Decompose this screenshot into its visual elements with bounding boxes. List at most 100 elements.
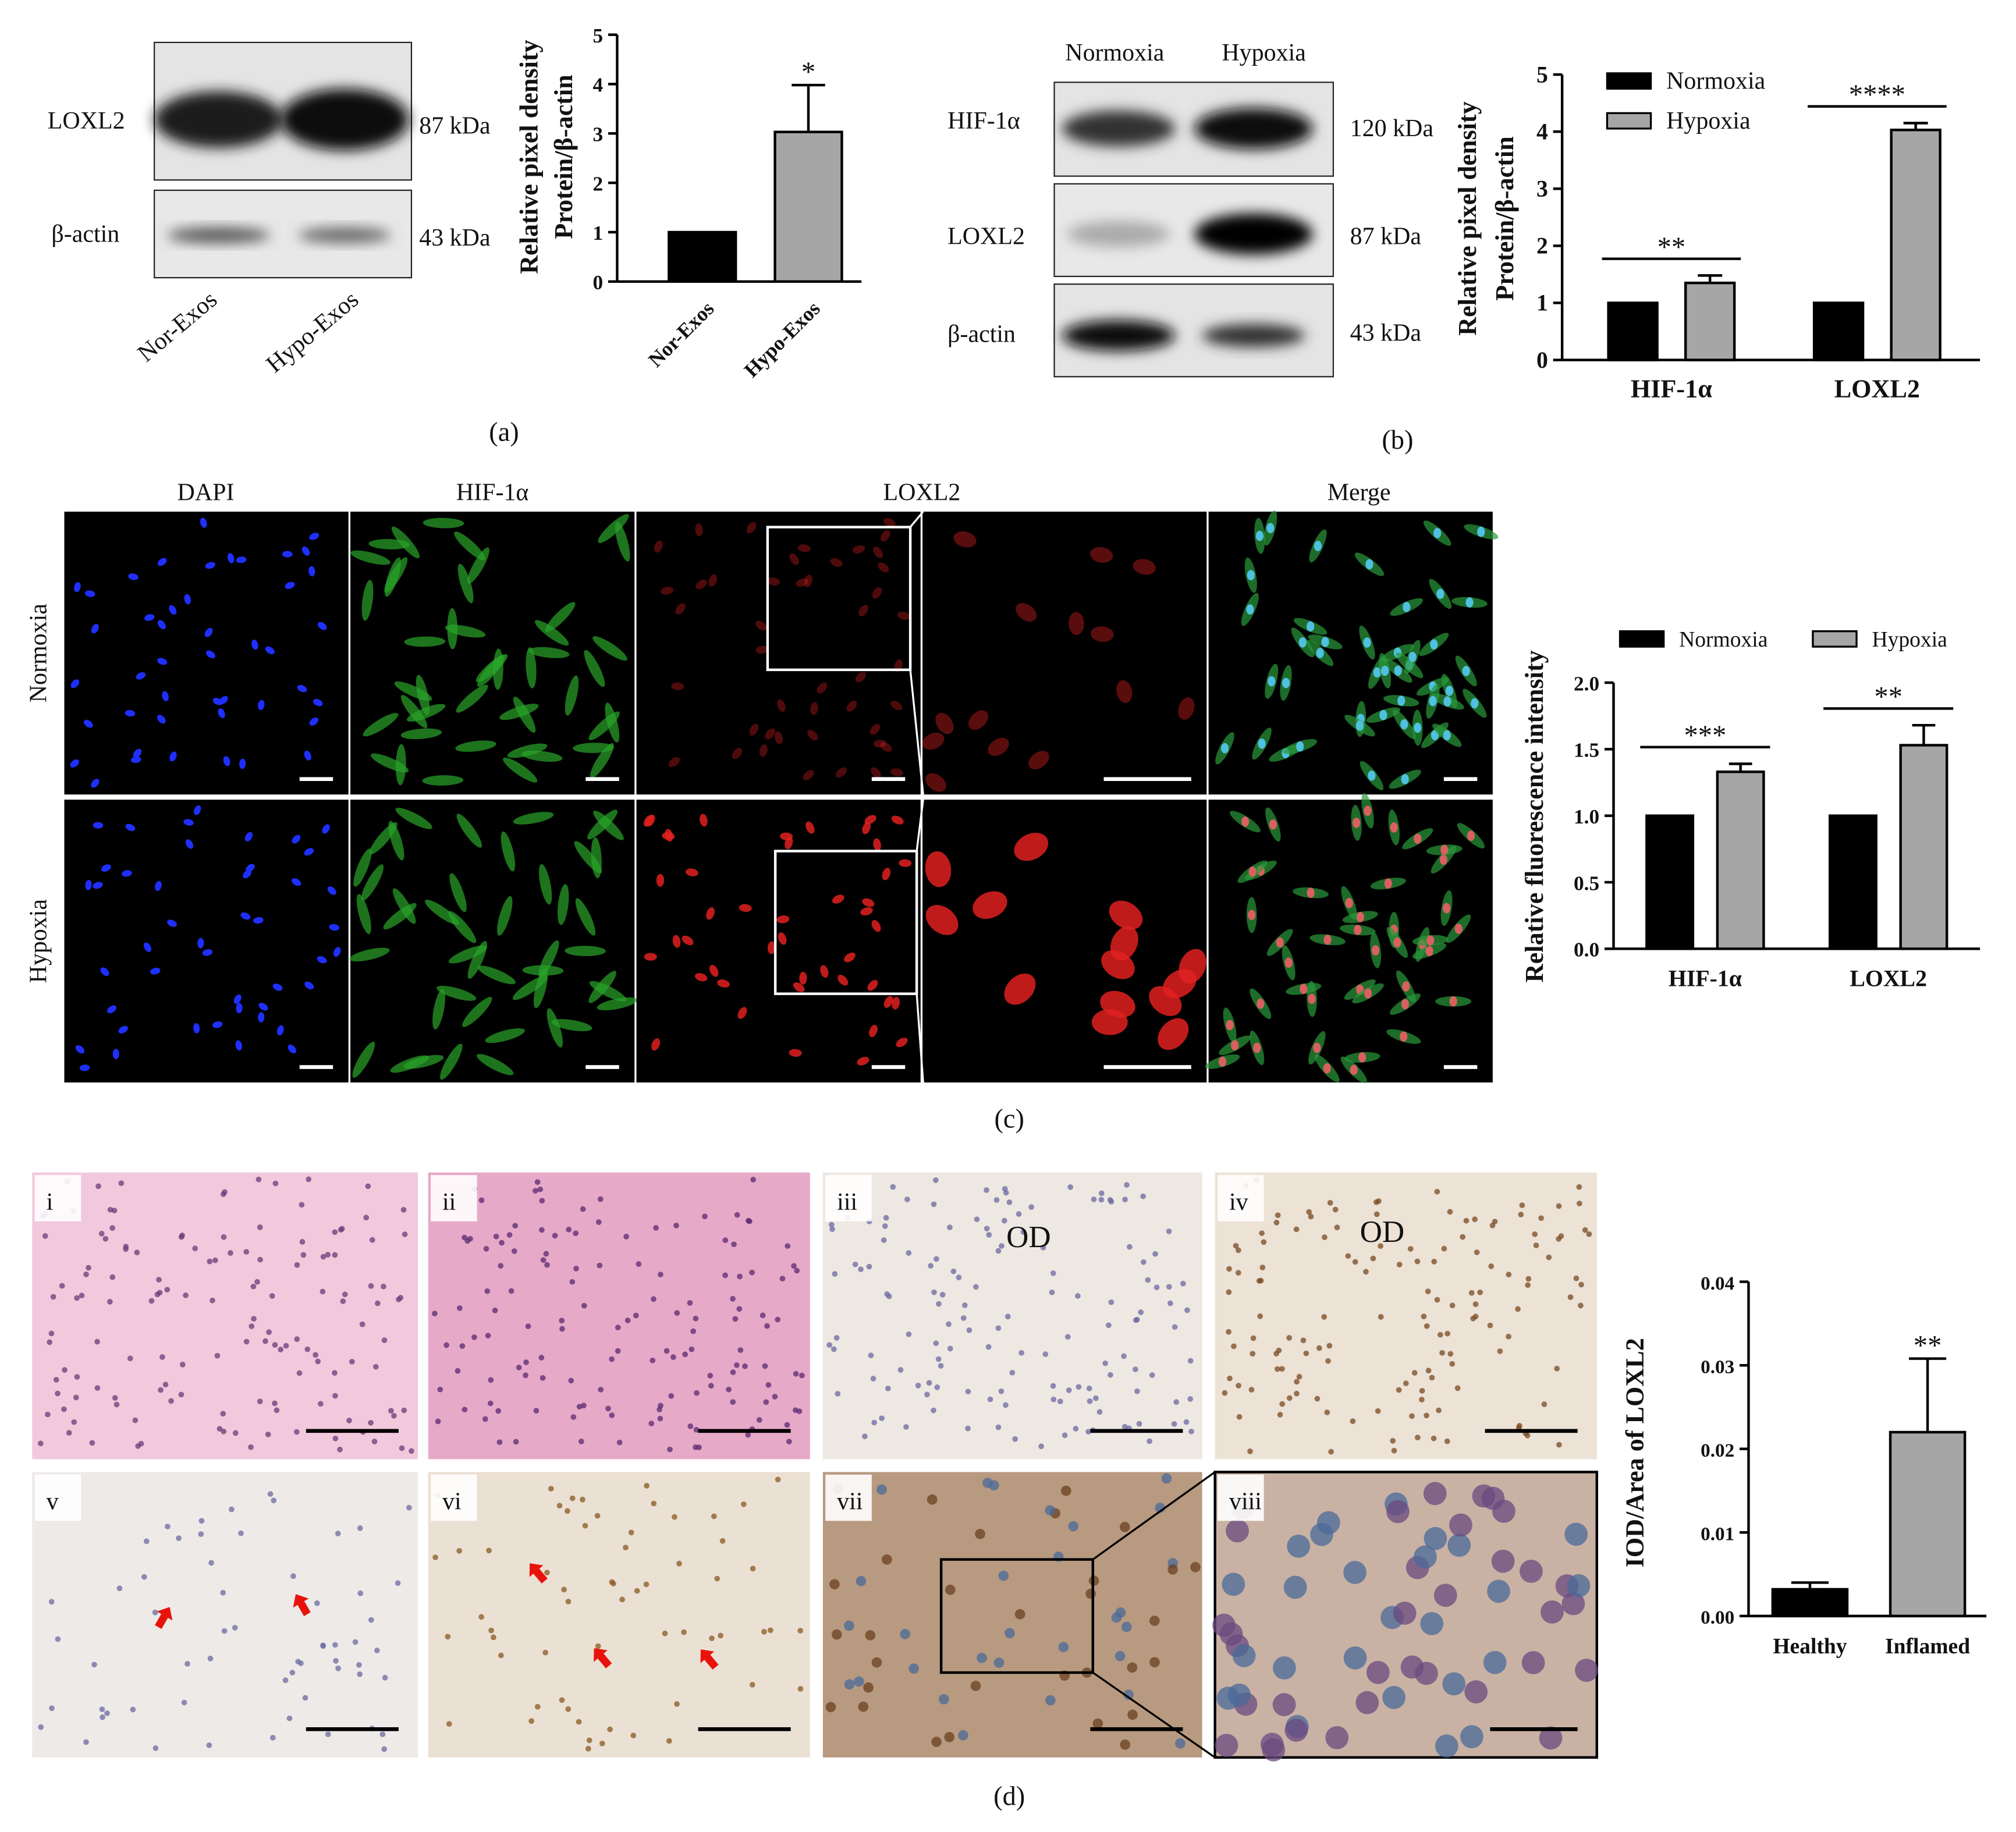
cell: [1403, 1380, 1409, 1386]
cell: [1434, 1188, 1440, 1195]
cell: [533, 1188, 538, 1194]
cell: [1273, 1219, 1280, 1226]
cell: [1087, 1398, 1093, 1404]
nucleus: [1282, 677, 1290, 688]
cell: [611, 1581, 616, 1587]
cell: [796, 1408, 803, 1414]
nucleus: [240, 912, 251, 920]
blot-row-label: LOXL2: [947, 223, 1025, 250]
cell: [395, 1580, 401, 1586]
nucleus: [308, 566, 315, 577]
cell: [833, 1334, 840, 1341]
cell: [651, 1296, 656, 1302]
nucleus: [1218, 1056, 1227, 1067]
y-tick-label: 0.02: [1701, 1440, 1734, 1461]
cell: [668, 757, 680, 767]
cell: [975, 1529, 985, 1539]
cell: [854, 1676, 864, 1687]
cell: [1582, 1227, 1588, 1233]
nucleus: [101, 864, 111, 872]
cell: [988, 737, 1009, 756]
cell: [767, 1627, 773, 1634]
cell: [775, 1476, 781, 1483]
nucleus: [1408, 652, 1417, 662]
cell: [707, 1372, 714, 1379]
cell: [325, 1252, 331, 1258]
cell: [1012, 1436, 1018, 1442]
nucleus: [1284, 957, 1293, 968]
nucleus: [1269, 819, 1277, 830]
nucleus: [206, 650, 215, 659]
cell: [609, 1356, 615, 1362]
legend-label: Normoxia: [1679, 628, 1768, 652]
nucleus: [1379, 709, 1387, 720]
nucleus: [218, 708, 225, 719]
y-tick-label: 0.5: [1574, 872, 1599, 894]
y-axis-label: IOD/Area of LOXL2: [1620, 1338, 1649, 1567]
cell: [1166, 1284, 1172, 1290]
nucleus: [1298, 637, 1307, 648]
cell: [272, 1342, 278, 1348]
cell: [422, 775, 464, 786]
cell: [718, 1632, 724, 1639]
cell: [1098, 1197, 1105, 1203]
cell: [482, 1416, 488, 1422]
nucleus: [1414, 722, 1422, 733]
cell: [922, 733, 945, 750]
band: [1202, 324, 1305, 347]
cell: [1447, 1533, 1471, 1557]
cell: [820, 965, 829, 978]
cell: [852, 1261, 858, 1268]
cell: [636, 1261, 642, 1267]
cell: [162, 1382, 169, 1387]
cell: [141, 1574, 147, 1580]
cell: [1180, 1280, 1186, 1287]
cell: [832, 1629, 842, 1640]
cell: [320, 1254, 326, 1260]
cell: [503, 757, 538, 783]
cell: [1014, 1609, 1025, 1620]
cell: [673, 1222, 679, 1229]
cell: [732, 1316, 739, 1322]
cell: [925, 905, 959, 935]
cell: [1556, 1442, 1562, 1448]
nucleus: [1321, 637, 1329, 647]
cell: [1325, 1726, 1349, 1749]
cell: [1259, 1265, 1266, 1270]
annotation: OD: [1360, 1215, 1405, 1249]
legend-swatch: [1606, 72, 1652, 90]
cell: [488, 1627, 494, 1634]
cell: [755, 620, 767, 631]
cell: [1324, 1409, 1330, 1415]
cell: [623, 1545, 629, 1551]
cell: [395, 808, 432, 829]
cell: [1431, 1259, 1438, 1265]
nucleus: [136, 672, 146, 680]
cell: [485, 1028, 525, 1043]
nucleus: [1246, 604, 1254, 615]
cell: [1215, 1734, 1238, 1757]
nucleus: [122, 870, 132, 877]
nucleus: [1350, 1064, 1358, 1075]
cell: [416, 674, 430, 715]
nucleus: [1443, 730, 1451, 741]
cell: [372, 1364, 379, 1370]
cell: [538, 1355, 545, 1361]
histology-grid: i ii iii ivv vi vii viii: [32, 1172, 1598, 1762]
cell: [1073, 1426, 1079, 1432]
cell: [1519, 1202, 1525, 1208]
cell: [722, 1237, 729, 1244]
cell: [876, 1484, 887, 1495]
nucleus: [1323, 1063, 1331, 1074]
cell: [79, 1293, 85, 1299]
cell: [512, 1223, 519, 1229]
cell: [1306, 1209, 1312, 1215]
cell: [399, 1445, 405, 1451]
cell: [882, 1223, 888, 1229]
cell: [257, 1256, 263, 1263]
cell: [508, 1288, 514, 1294]
cell: [1158, 1018, 1189, 1050]
cell: [513, 811, 554, 825]
cell: [1107, 1197, 1113, 1203]
arrow: [155, 1607, 173, 1629]
